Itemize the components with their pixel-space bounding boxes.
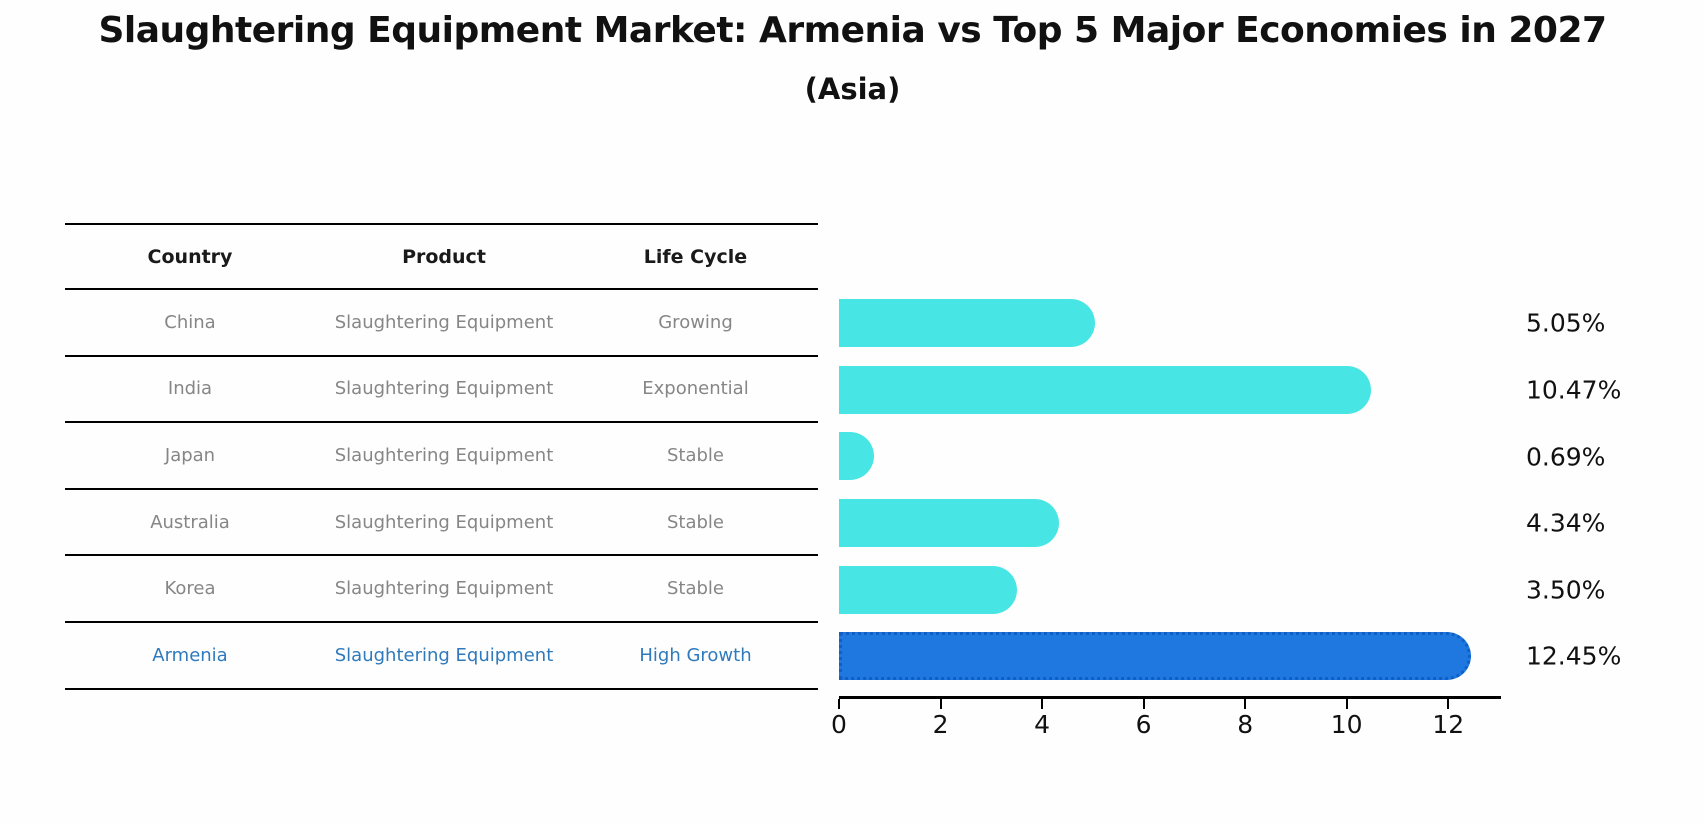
column-header-life-cycle: Life Cycle: [643, 245, 748, 268]
country-cell: Australia: [150, 511, 230, 533]
table-row: Australia Slaughtering Equipment Stable: [65, 490, 818, 557]
bar-china: [839, 299, 1096, 347]
bar-armenia-highlight: [839, 632, 1472, 680]
data-table: Country Product Life Cycle China Slaught…: [65, 223, 818, 690]
x-axis-tick-label: 0: [831, 710, 847, 739]
x-axis-tick: [1041, 699, 1044, 709]
country-cell: Armenia: [152, 644, 228, 666]
country-cell: Japan: [164, 444, 216, 466]
x-axis-tick-label: 6: [1135, 710, 1152, 739]
product-cell: Slaughtering Equipment: [334, 444, 554, 466]
x-axis-tick: [1447, 699, 1450, 709]
x-axis-tick: [838, 699, 840, 709]
chart-subtitle: (Asia): [804, 72, 901, 106]
table-row: Japan Slaughtering Equipment Stable: [65, 423, 818, 490]
value-label: 3.50%: [1526, 575, 1606, 605]
x-axis-tick: [939, 699, 942, 709]
table-row: India Slaughtering Equipment Exponential: [65, 357, 818, 424]
table-header-row: Country Product Life Cycle: [65, 223, 818, 290]
x-axis-tick-label: 8: [1237, 710, 1254, 739]
x-axis-tick-label: 12: [1432, 710, 1465, 739]
column-header-country: Country: [147, 245, 233, 268]
table-row-highlight-armenia: Armenia Slaughtering Equipment High Grow…: [65, 623, 818, 690]
x-axis-line: [839, 696, 1501, 699]
x-axis-tick: [1345, 699, 1348, 709]
country-cell: China: [164, 311, 216, 333]
life-cycle-cell: Stable: [666, 511, 724, 533]
life-cycle-cell: Exponential: [642, 378, 749, 400]
bar-australia: [839, 499, 1060, 547]
value-label: 4.34%: [1526, 508, 1606, 538]
product-cell: Slaughtering Equipment: [334, 311, 554, 333]
value-label: 10.47%: [1526, 375, 1622, 405]
value-label: 0.69%: [1526, 442, 1606, 472]
table-row: Korea Slaughtering Equipment Stable: [65, 556, 818, 623]
bar-korea: [839, 566, 1017, 614]
bar-india: [839, 366, 1371, 414]
product-cell: Slaughtering Equipment: [334, 378, 554, 400]
chart-title: Slaughtering Equipment Market: Armenia v…: [98, 10, 1607, 51]
x-axis-tick: [1244, 699, 1247, 709]
life-cycle-cell: High Growth: [639, 644, 752, 666]
x-axis-tick-label: 2: [932, 710, 949, 739]
table-row: China Slaughtering Equipment Growing: [65, 290, 818, 357]
country-cell: Korea: [164, 578, 216, 600]
x-axis-tick-label: 4: [1034, 710, 1051, 739]
column-header-product: Product: [402, 245, 486, 268]
product-cell: Slaughtering Equipment: [334, 511, 554, 533]
life-cycle-cell: Stable: [666, 444, 724, 466]
life-cycle-cell: Stable: [666, 578, 724, 600]
life-cycle-cell: Growing: [658, 311, 733, 333]
bar-japan: [839, 432, 875, 480]
x-axis-tick-label: 10: [1330, 710, 1363, 739]
value-label: 12.45%: [1526, 641, 1622, 671]
product-cell: Slaughtering Equipment: [334, 578, 554, 600]
value-label: 5.05%: [1526, 308, 1606, 338]
product-cell: Slaughtering Equipment: [334, 644, 554, 666]
country-cell: India: [167, 378, 213, 400]
x-axis-tick: [1142, 699, 1145, 709]
